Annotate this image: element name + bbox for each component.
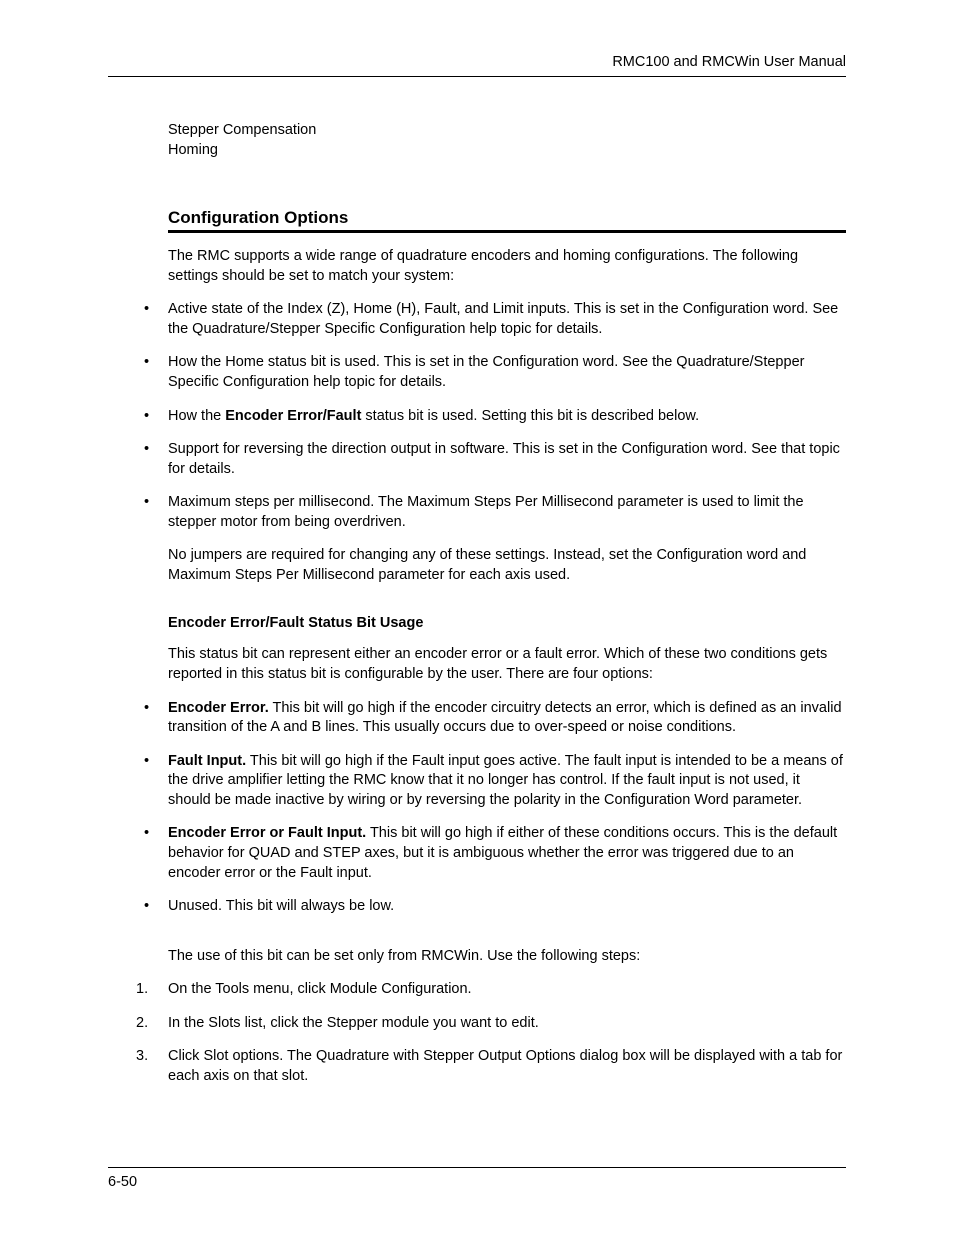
encoder-bullet-1-bold: Encoder Error.: [168, 700, 269, 716]
encoder-bullet-2: Fault Input. This bit will go high if th…: [108, 752, 846, 811]
topic-stepper-compensation: Stepper Compensation: [168, 121, 846, 141]
encoder-step-2: In the Slots list, click the Stepper mod…: [108, 1014, 846, 1034]
config-bullet-3: How the Encoder Error/Fault status bit i…: [108, 407, 846, 427]
encoder-options-list: Encoder Error. This bit will go high if …: [108, 699, 846, 917]
page-number: 6-50: [108, 1174, 137, 1190]
config-after-paragraph: No jumpers are required for changing any…: [168, 546, 846, 585]
encoder-step-3: Click Slot options. The Quadrature with …: [108, 1047, 846, 1086]
config-bullet-1: Active state of the Index (Z), Home (H),…: [108, 300, 846, 339]
encoder-step-1: On the Tools menu, click Module Configur…: [108, 980, 846, 1000]
encoder-bullet-1: Encoder Error. This bit will go high if …: [108, 699, 846, 738]
page-footer: 6-50: [108, 1167, 846, 1190]
encoder-bullet-1-text: This bit will go high if the encoder cir…: [168, 700, 842, 736]
config-bullet-2: How the Home status bit is used. This is…: [108, 353, 846, 392]
encoder-bullet-2-text: This bit will go high if the Fault input…: [168, 753, 843, 808]
encoder-bullet-2-bold: Fault Input.: [168, 753, 246, 769]
config-bullet-3-suffix: status bit is used. Setting this bit is …: [361, 408, 699, 424]
encoder-bullet-3: Encoder Error or Fault Input. This bit w…: [108, 824, 846, 883]
config-bullet-3-prefix: How the: [168, 408, 225, 424]
config-bullet-4: Support for reversing the direction outp…: [108, 440, 846, 479]
config-options-list: Active state of the Index (Z), Home (H),…: [108, 300, 846, 532]
page-body: RMC100 and RMCWin User Manual Stepper Co…: [108, 0, 846, 1235]
encoder-intro: This status bit can represent either an …: [168, 645, 846, 684]
config-bullet-3-bold: Encoder Error/Fault: [225, 408, 361, 424]
topic-links: Stepper Compensation Homing: [168, 121, 846, 160]
topic-homing: Homing: [168, 141, 846, 161]
encoder-bullet-4-text: Unused. This bit will always be low.: [168, 898, 394, 914]
running-header: RMC100 and RMCWin User Manual: [108, 0, 846, 77]
config-intro: The RMC supports a wide range of quadrat…: [168, 247, 846, 286]
section-heading-encoder-usage: Encoder Error/Fault Status Bit Usage: [168, 615, 846, 631]
section-heading-config-options: Configuration Options: [168, 208, 846, 233]
encoder-bullet-4: Unused. This bit will always be low.: [108, 897, 846, 917]
encoder-after-paragraph: The use of this bit can be set only from…: [168, 947, 846, 967]
manual-title: RMC100 and RMCWin User Manual: [612, 54, 846, 70]
encoder-bullet-3-bold: Encoder Error or Fault Input.: [168, 825, 366, 841]
encoder-steps-list: On the Tools menu, click Module Configur…: [108, 980, 846, 1086]
config-bullet-5: Maximum steps per millisecond. The Maxim…: [108, 493, 846, 532]
